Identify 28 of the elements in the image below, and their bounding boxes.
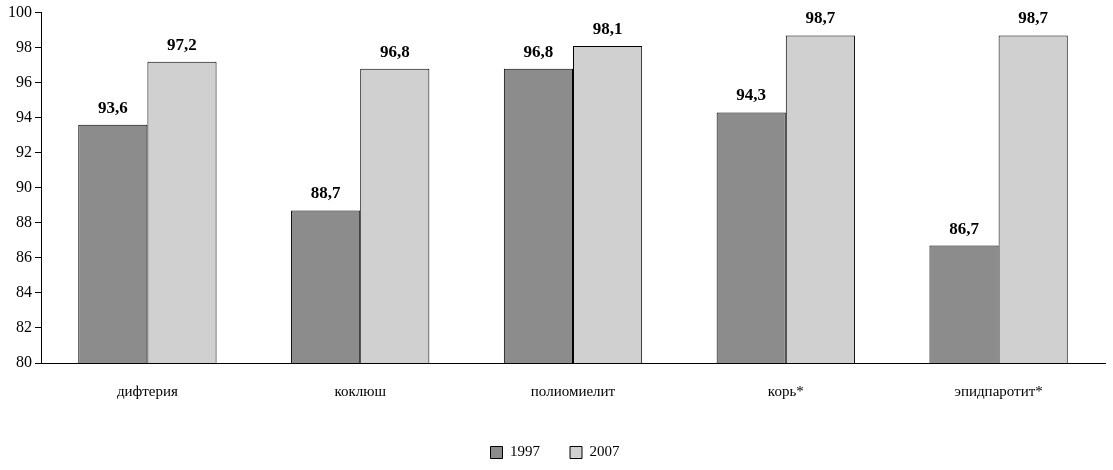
data-label: 88,7 [310,183,341,203]
y-tick-label: 96 [16,72,32,90]
legend-label: 2007 [589,443,620,460]
y-tick-label: 82 [16,318,32,336]
y-tick-label: 98 [16,37,32,55]
data-label: 96,8 [379,41,410,61]
y-tick-label: 90 [16,178,32,195]
data-label: 97,2 [167,34,197,54]
x-tick-label: дифтерия [116,382,178,399]
x-tick-label: эпидпаротит* [954,382,1043,399]
data-label: 93,6 [97,97,128,117]
y-tick-label: 84 [16,283,32,301]
y-tick-label: 92 [16,142,32,160]
data-label: 98,7 [1018,8,1049,28]
legend-label: 1997 [510,443,541,460]
data-label: 96,8 [523,41,554,61]
data-label: 94,3 [736,85,767,105]
y-tick-label: 88 [16,213,32,231]
y-tick-label: 100 [8,2,32,20]
x-tick-label: коклюш [334,382,387,399]
x-tick-label: корь* [767,382,804,399]
x-tick-label: полиомиелит [530,382,616,399]
y-tick-label: 86 [16,248,32,266]
data-label: 98,7 [805,8,836,28]
y-tick-label: 94 [16,107,32,125]
y-tick-label: 80 [16,353,32,371]
data-label: 98,1 [592,18,623,38]
data-label: 86,7 [949,218,980,238]
